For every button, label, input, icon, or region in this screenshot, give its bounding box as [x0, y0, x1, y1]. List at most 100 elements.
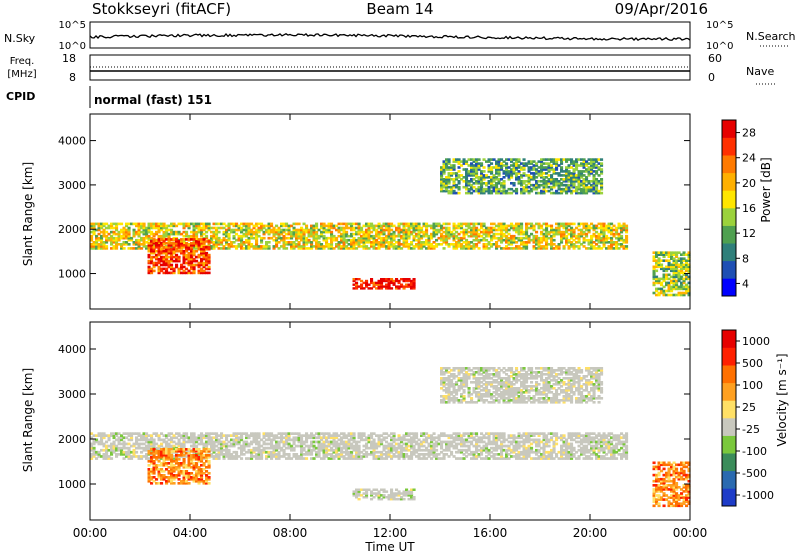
echo-cell	[682, 263, 686, 267]
echo-cell	[467, 187, 471, 191]
echo-cell	[487, 450, 491, 454]
echo-cell	[502, 172, 506, 175]
echo-cell	[525, 457, 529, 460]
echo-cell	[585, 222, 589, 226]
echo-cell	[262, 232, 266, 236]
echo-cell	[305, 440, 309, 444]
echo-cell	[672, 253, 676, 256]
echo-cell	[460, 160, 464, 163]
velocity-echoes	[90, 367, 691, 508]
echo-cell	[577, 222, 581, 226]
echo-cell	[522, 444, 526, 448]
echo-cell	[452, 245, 456, 248]
echo-cell	[425, 224, 429, 228]
echo-cell	[492, 446, 496, 450]
echo-cell	[552, 185, 556, 189]
echo-cell	[257, 434, 261, 437]
echo-cell	[567, 172, 571, 175]
y-tick-label: 3000	[58, 179, 86, 192]
echo-cell	[142, 455, 146, 458]
echo-cell	[112, 442, 116, 446]
echo-cell	[687, 257, 691, 260]
echo-cell	[600, 180, 604, 183]
echo-cell	[147, 271, 151, 275]
echo-cell	[475, 455, 479, 458]
echo-cell	[470, 164, 474, 167]
echo-cell	[440, 189, 444, 193]
echo-cell	[557, 187, 561, 191]
echo-cell	[335, 243, 339, 246]
echo-cell	[182, 241, 186, 244]
echo-cell	[165, 440, 169, 444]
echo-cell	[337, 434, 341, 437]
echo-cell	[317, 448, 321, 452]
echo-cell	[385, 446, 389, 450]
echo-cell	[455, 241, 459, 244]
echo-cell	[510, 176, 514, 179]
echo-cell	[207, 442, 211, 446]
echo-cell	[352, 278, 356, 281]
echo-cell	[332, 448, 336, 452]
echo-cell	[560, 166, 564, 169]
echo-cell	[597, 191, 601, 195]
echo-cell	[430, 245, 434, 248]
echo-cell	[545, 182, 549, 185]
echo-cell	[190, 432, 194, 435]
echo-cell	[652, 257, 656, 260]
echo-cell	[257, 247, 261, 250]
echo-cell	[467, 234, 471, 238]
echo-cell	[122, 444, 126, 448]
echo-cell	[332, 247, 336, 250]
echo-cell	[387, 448, 391, 452]
echo-cell	[155, 257, 159, 261]
echo-cell	[117, 446, 121, 450]
echo-cell	[440, 180, 444, 183]
echo-cell	[532, 457, 536, 460]
echo-cell	[292, 228, 296, 232]
echo-cell	[100, 434, 104, 437]
echo-cell	[497, 436, 501, 440]
echo-cell	[322, 224, 326, 228]
echo-cell	[345, 453, 349, 456]
echo-cell	[347, 446, 351, 450]
echo-cell	[287, 228, 291, 232]
echo-cell	[422, 432, 426, 435]
echo-cell	[135, 232, 139, 236]
echo-cell	[412, 450, 416, 454]
echo-cell	[357, 444, 361, 448]
echo-cell	[572, 228, 576, 232]
echo-cell	[137, 238, 141, 242]
echo-cell	[482, 238, 486, 242]
echo-cell	[125, 442, 129, 446]
echo-cell	[517, 434, 521, 437]
echo-cell	[470, 178, 474, 181]
echo-cell	[395, 247, 399, 250]
echo-cell	[447, 178, 451, 181]
echo-cell	[355, 450, 359, 454]
echo-cell	[315, 230, 319, 234]
echo-cell	[607, 245, 611, 248]
echo-cell	[510, 160, 514, 163]
echo-cell	[462, 185, 466, 189]
echo-cell	[465, 432, 469, 435]
echo-cell	[510, 182, 514, 185]
echo-cell	[442, 440, 446, 444]
echo-cell	[442, 164, 446, 167]
echo-cell	[597, 168, 601, 171]
echo-cell	[360, 432, 364, 435]
echo-cell	[570, 236, 574, 240]
echo-cell	[135, 438, 139, 442]
echo-cell	[345, 446, 349, 450]
echo-cell	[435, 436, 439, 440]
echo-cell	[407, 457, 411, 460]
echo-cell	[372, 238, 376, 242]
echo-cell	[507, 241, 511, 244]
echo-cell	[445, 243, 449, 246]
echo-cell	[160, 259, 164, 263]
echo-cell	[202, 442, 206, 446]
echo-cell	[242, 432, 246, 435]
echo-cell	[122, 232, 126, 236]
echo-cell	[357, 448, 361, 452]
echo-cell	[230, 222, 234, 226]
echo-cell	[412, 448, 416, 452]
